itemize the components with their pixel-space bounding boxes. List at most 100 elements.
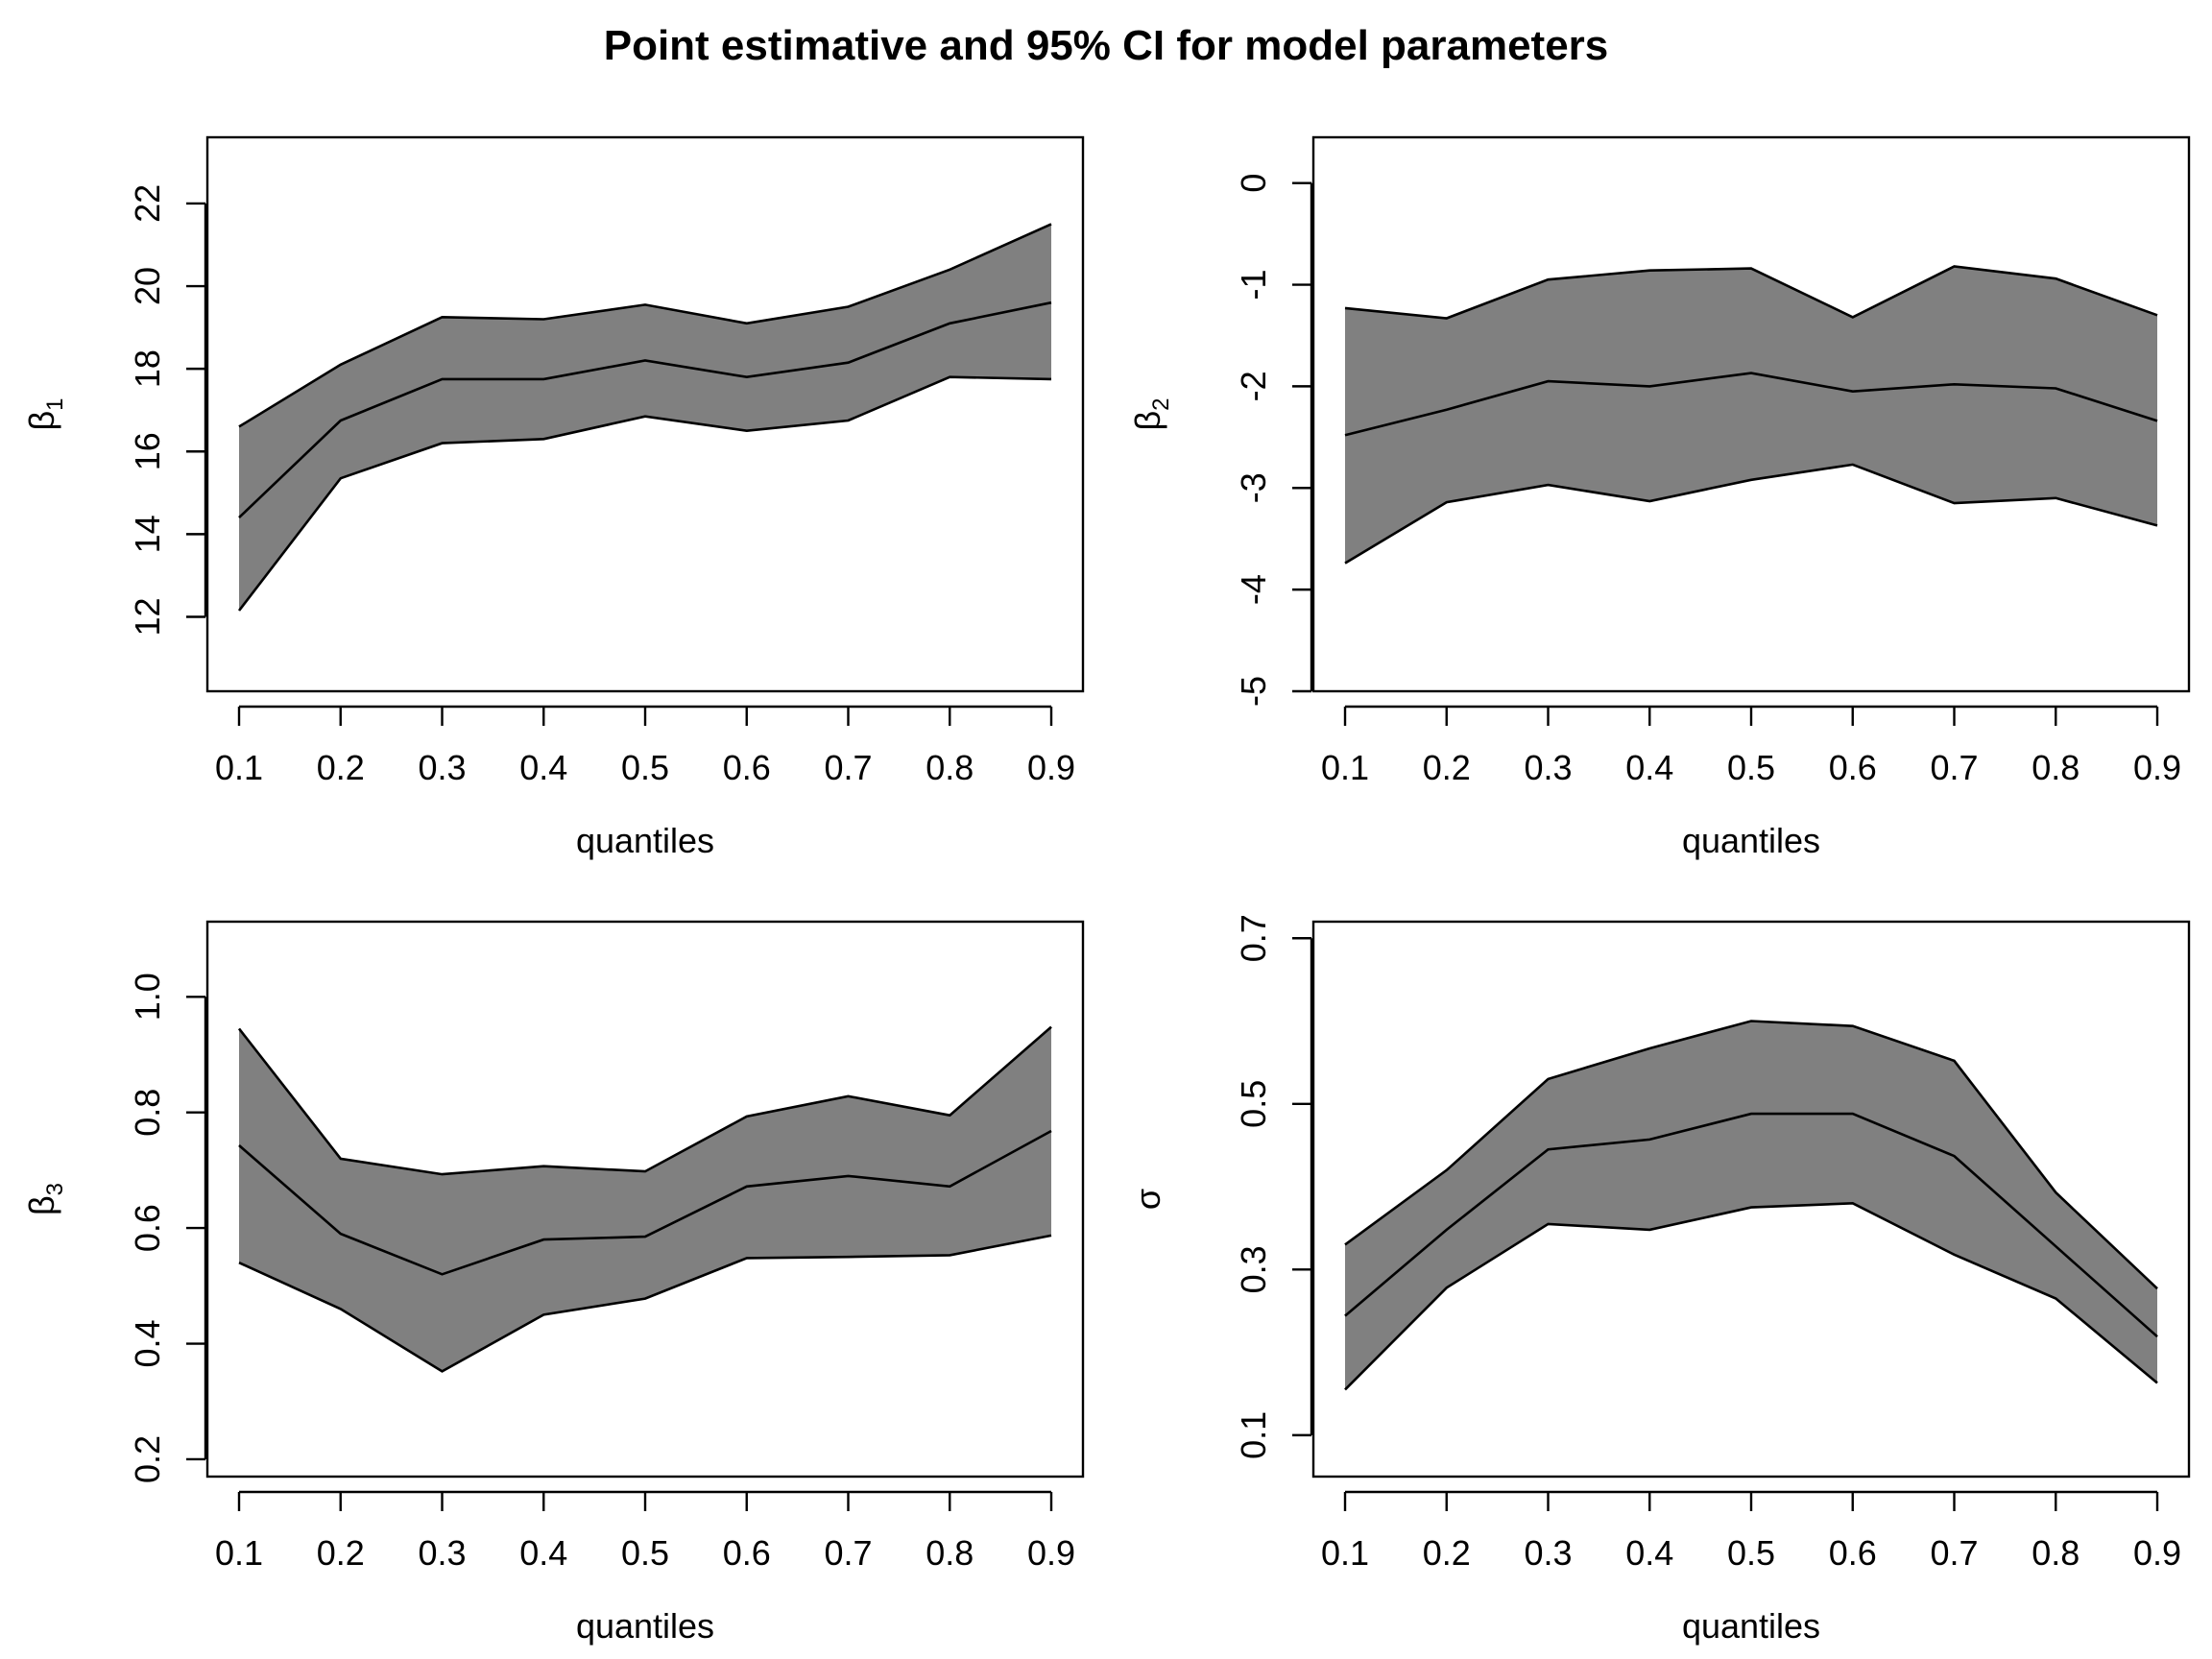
x-tick-label: 0.8 [926, 748, 974, 787]
x-tick-label: 0.8 [2032, 1533, 2080, 1573]
estimate-line [1344, 1112, 2158, 1338]
upper-line [1344, 265, 2158, 320]
y-tick-label: 0.7 [1234, 914, 1273, 962]
panels: 0.1 0.2 0.3 0.4 0.5 0.6 0.7 0.8 0.9quantiles1214… [22, 135, 2191, 1646]
y-tick-label: 0.6 [128, 1204, 167, 1252]
x-tick-label: 0.5 [1727, 748, 1775, 787]
ci-band [239, 224, 1051, 611]
panel-bottom-right: 0.1 0.2 0.3 0.4 0.5 0.6 0.7 0.8 0.9 quantiles 0.1 0… [1128, 914, 2191, 1646]
x-tick-label: 0.4 [1625, 1533, 1673, 1573]
x-tick-label: 0.4 [1625, 748, 1673, 787]
y-axis-subscript: 1 [42, 397, 68, 410]
x-tick-label: 0.1 [1321, 748, 1369, 787]
x-tick-label: 0.1 [215, 1533, 263, 1573]
ci-band [239, 1026, 1051, 1372]
lower-line [237, 375, 1052, 612]
x-tick-label: 0.8 [926, 1533, 974, 1573]
x-tick-label: 0.5 [621, 1533, 669, 1573]
upper-line [1344, 1020, 2158, 1290]
ci-band [1345, 266, 2157, 564]
panel-top-right: 0.1 0.2 0.3 0.4 0.5 0.6 0.7 0.8 0.9 quantiles -5 -4… [1128, 135, 2191, 860]
x-tick-label: 0.2 [317, 748, 365, 787]
y-tick-label: 22 [128, 184, 167, 223]
x-tick-label: 0.7 [1930, 748, 1978, 787]
plot-frame [205, 920, 1085, 1479]
y-axis-symbol: β [22, 411, 61, 431]
x-tick-label: 0.7 [1930, 1533, 1978, 1573]
y-tick-label: 0.1 [1234, 1411, 1273, 1459]
y-axis-label: σ [1128, 1189, 1167, 1210]
x-tick-label: 0.9 [1027, 748, 1075, 787]
y-axis-label: β1 [22, 397, 68, 430]
x-tick-label: 0.5 [1727, 1533, 1775, 1573]
y-axis-label: β3 [22, 1183, 68, 1215]
panel-bottom-left: 0.1 0.2 0.3 0.4 0.5 0.6 0.7 0.8 0.9quantiles0.20… [22, 920, 1085, 1646]
x-tick-label: 0.4 [519, 748, 567, 787]
y-tick-label: -4 [1234, 574, 1273, 605]
y-axis-symbol: β [22, 1195, 61, 1215]
x-axis-label: quantiles [576, 1606, 714, 1646]
y-axis: -5 -4 -3 -2 -1 0 [1234, 174, 1313, 707]
x-tick-label: 0.2 [1423, 748, 1471, 787]
x-tick-label: 0.9 [2133, 1533, 2181, 1573]
y-axis-symbol: β [1128, 411, 1167, 431]
y-tick-label: 18 [128, 349, 167, 388]
estimate-line [238, 301, 1052, 519]
y-tick-label: 0.2 [128, 1435, 167, 1483]
y-tick-label: -1 [1234, 270, 1273, 301]
x-tick-label: 0.3 [418, 1533, 466, 1573]
y-axis-label: β2 [1128, 397, 1174, 430]
x-axis: 0.1 0.2 0.3 0.4 0.5 0.6 0.7 0.8 0.9 [215, 705, 1075, 787]
ci-band [1345, 1021, 2157, 1390]
x-axis-label: quantiles [1682, 821, 1820, 860]
x-tick-label: 0.8 [2032, 748, 2080, 787]
x-axis: 0.1 0.2 0.3 0.4 0.5 0.6 0.7 0.8 0.9 [1321, 705, 2181, 787]
x-tick-label: 0.3 [1524, 748, 1572, 787]
lower-line [1344, 1201, 2158, 1391]
y-tick-label: 0.4 [128, 1319, 167, 1367]
upper-line [238, 223, 1052, 428]
x-tick-label: 0.2 [317, 1533, 365, 1573]
y-tick-label: 0.5 [1234, 1080, 1273, 1128]
x-axis-label: quantiles [576, 821, 714, 860]
x-tick-label: 0.7 [824, 748, 872, 787]
x-axis: 0.1 0.2 0.3 0.4 0.5 0.6 0.7 0.8 0.9 [1321, 1490, 2181, 1573]
x-tick-label: 0.9 [2133, 748, 2181, 787]
x-tick-label: 0.6 [1829, 748, 1877, 787]
plot-frame [205, 135, 1085, 693]
panel-top-left: 0.1 0.2 0.3 0.4 0.5 0.6 0.7 0.8 0.9 quantiles 12 14… [22, 135, 1085, 860]
y-tick-label: 0.3 [1234, 1245, 1273, 1293]
x-tick-label: 0.5 [621, 748, 669, 787]
x-axis: 0.1 0.2 0.3 0.4 0.5 0.6 0.7 0.8 0.9 [215, 1490, 1075, 1573]
y-tick-label: -3 [1234, 472, 1273, 503]
y-axis: 0.2 0.4 0.6 0.8 1.0 [128, 973, 207, 1483]
plot-frame [1311, 920, 2191, 1479]
lower-line [238, 1234, 1052, 1373]
plot-frame [1311, 135, 2191, 693]
y-tick-label: -5 [1234, 676, 1273, 707]
y-axis-subscript: 3 [42, 1183, 68, 1195]
y-tick-label: 12 [128, 597, 167, 636]
y-axis: 0.1 0.3 0.5 0.7 [1234, 914, 1313, 1459]
y-tick-label: -2 [1234, 371, 1273, 401]
x-tick-label: 0.6 [723, 748, 771, 787]
x-tick-label: 0.7 [824, 1533, 872, 1573]
x-tick-label: 0.3 [418, 748, 466, 787]
y-tick-label: 20 [128, 267, 167, 305]
y-tick-label: 16 [128, 432, 167, 470]
estimate-line [1344, 372, 2158, 437]
y-axis: 12 14 16 18 20 22 [128, 184, 207, 637]
x-tick-label: 0.6 [1829, 1533, 1877, 1573]
y-axis-subscript: 2 [1148, 397, 1174, 410]
x-tick-label: 0.2 [1423, 1533, 1471, 1573]
x-tick-label: 0.6 [723, 1533, 771, 1573]
y-tick-label: 1.0 [128, 973, 167, 1021]
y-tick-label: 0.8 [128, 1089, 167, 1137]
x-tick-label: 0.3 [1524, 1533, 1572, 1573]
x-tick-label: 0.9 [1027, 1533, 1075, 1573]
x-axis-label: quantiles [1682, 1606, 1820, 1646]
estimate-line [238, 1129, 1052, 1276]
y-tick-label: 14 [128, 515, 167, 553]
upper-line [237, 1025, 1052, 1176]
